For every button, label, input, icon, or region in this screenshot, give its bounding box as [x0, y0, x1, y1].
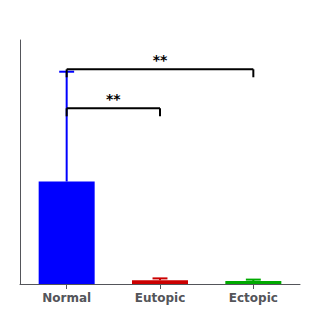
svg-text:**: ** — [153, 52, 168, 68]
svg-text:Eutopic: Eutopic — [135, 291, 186, 305]
svg-text:**: ** — [106, 91, 121, 107]
svg-text:Normal: Normal — [42, 291, 91, 305]
svg-text:Ectopic: Ectopic — [229, 291, 278, 305]
